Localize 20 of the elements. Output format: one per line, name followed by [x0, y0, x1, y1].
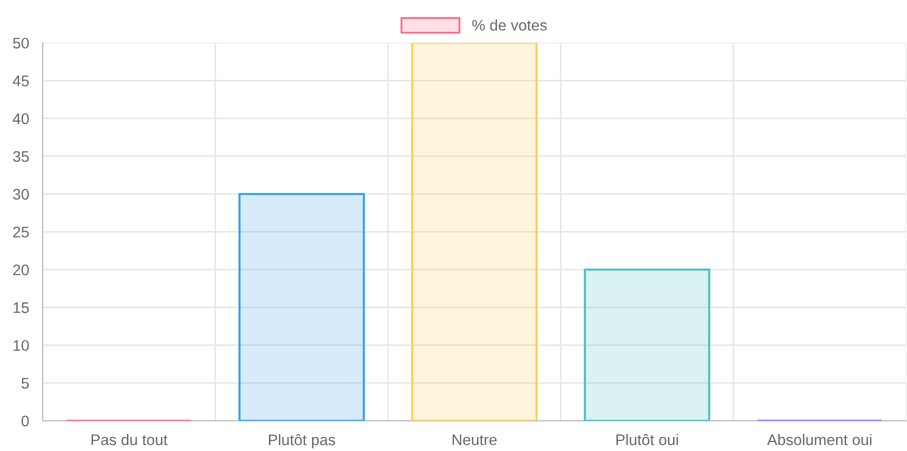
y-tick-label: 25 [13, 226, 29, 238]
y-tick-label: 45 [12, 76, 29, 86]
y-tick-label: 35 [13, 151, 29, 162]
x-tick-label: Plutôt oui [616, 434, 678, 446]
x-tick-label: Neutre [452, 434, 497, 446]
x-tick-label: Absolument oui [767, 434, 872, 446]
x-tick-label: Plutôt pas [268, 434, 336, 448]
bar [238, 192, 365, 421]
y-tick-label: 40 [12, 113, 29, 124]
legend-label: % de votes [472, 19, 547, 31]
y-tick-label: 20 [13, 264, 29, 276]
y-tick-label: 15 [14, 302, 29, 314]
y-tick-label: 50 [13, 38, 29, 49]
bar [584, 268, 710, 421]
bar [411, 42, 538, 421]
y-tick-label: 30 [13, 188, 29, 200]
y-tick-label: 10 [14, 340, 29, 351]
x-tick-label: Pas du tout [92, 434, 168, 446]
y-tick-label: 0 [22, 416, 29, 426]
y-tick-label: 5 [22, 378, 29, 389]
